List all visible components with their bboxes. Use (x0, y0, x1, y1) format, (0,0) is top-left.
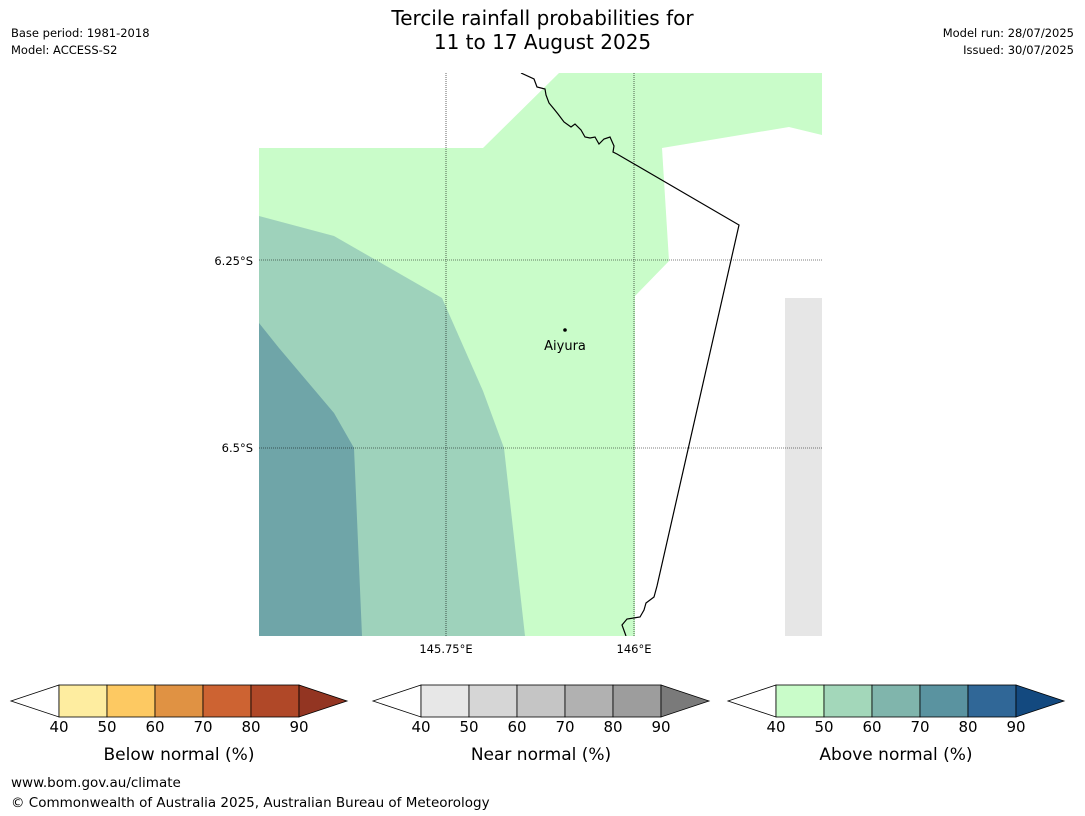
map-title: Tercile rainfall probabilities for 11 to… (0, 6, 1085, 54)
colorbar-above-tick: 50 (814, 718, 834, 736)
header-left: Base period: 1981-2018 Model: ACCESS-S2 (11, 25, 150, 59)
colorbar-above-segment (967, 684, 1017, 718)
colorbar-near-segment (468, 684, 518, 718)
colorbar-near-tick: 80 (603, 718, 623, 736)
colorbar-legends (9, 684, 1066, 718)
colorbar-above-tick: 90 (1006, 718, 1026, 736)
colorbar-below-segment (250, 684, 300, 718)
colorbar-near-min-arrow (371, 684, 422, 718)
lon-label-146: 146°E (616, 642, 652, 656)
colorbar-below-tick: 40 (49, 718, 69, 736)
legend-title-above: Above normal (%) (819, 745, 973, 765)
lat-label-6-25: 6.25°S (214, 254, 253, 268)
colorbar-near-tick: 90 (651, 718, 671, 736)
colorbar-above-tick: 40 (766, 718, 786, 736)
colorbar-near-tick: 60 (507, 718, 527, 736)
model-text: Model: ACCESS-S2 (11, 43, 118, 57)
colorbar-above-min-arrow (726, 684, 777, 718)
footer-copyright: © Commonwealth of Australia 2025, Austra… (11, 795, 490, 811)
colorbar-above-segment (871, 684, 921, 718)
legend-title-near: Near normal (%) (470, 745, 612, 765)
coastline-border (520, 73, 740, 636)
colorbar-below-segment (154, 684, 204, 718)
region-above-60-70 (259, 323, 362, 636)
colorbar-near-segment (420, 684, 470, 718)
lon-label-145-75: 145.75°E (419, 642, 473, 656)
colorbar-below-max-arrow (298, 684, 349, 718)
colorbar-above-tick: 80 (958, 718, 978, 736)
colorbar-below-segment (202, 684, 252, 718)
region-near-40-50 (785, 298, 822, 636)
aiyura-location-dot (563, 328, 567, 332)
colorbar-below-segment (106, 684, 156, 718)
footer-url: www.bom.gov.au/climate (11, 775, 181, 791)
colorbar-near-segment (612, 684, 662, 718)
colorbar-near-tick: 70 (555, 718, 575, 736)
title-line-1: Tercile rainfall probabilities for (391, 6, 694, 30)
colorbar-above-segment (823, 684, 873, 718)
colorbar-below-min-arrow (9, 684, 60, 718)
colorbar-above-segment (775, 684, 825, 718)
header-right: Model run: 28/07/2025 Issued: 30/07/2025 (943, 25, 1074, 59)
colorbar-near-segment (564, 684, 614, 718)
colorbar-near-max-arrow (660, 684, 711, 718)
aiyura-label: Aiyura (544, 339, 586, 354)
legend-title-below: Below normal (%) (103, 745, 255, 765)
issued-text: Issued: 30/07/2025 (963, 43, 1074, 57)
colorbar-above-segment (919, 684, 969, 718)
colorbar-near-tick: 40 (411, 718, 431, 736)
colorbar-above-tick: 60 (862, 718, 882, 736)
title-line-2: 11 to 17 August 2025 (433, 30, 652, 54)
colorbar-below-tick: 70 (193, 718, 213, 736)
colorbar-below-segment (58, 684, 108, 718)
colorbar-near-tick: 50 (459, 718, 479, 736)
lat-label-6-5: 6.5°S (221, 441, 253, 455)
colorbar-above-max-arrow (1015, 684, 1066, 718)
colorbar-below-tick: 50 (97, 718, 117, 736)
colorbar-above-tick: 70 (910, 718, 930, 736)
rainfall-map: Aiyura (259, 73, 822, 636)
colorbar-below-tick: 80 (241, 718, 261, 736)
colorbar-near-segment (516, 684, 566, 718)
colorbar-below-tick: 90 (289, 718, 309, 736)
model-run-text: Model run: 28/07/2025 (942, 26, 1074, 40)
base-period-text: Base period: 1981-2018 (11, 26, 150, 40)
colorbar-below-tick: 60 (145, 718, 165, 736)
